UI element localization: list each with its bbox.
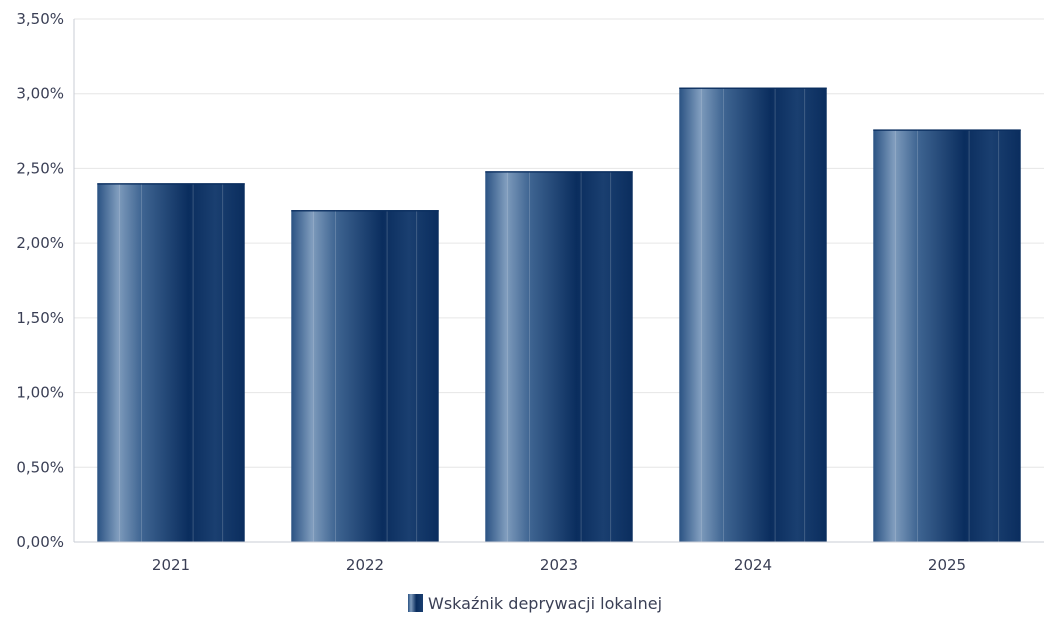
bar-fill <box>97 183 245 542</box>
bar-2021[interactable] <box>97 183 245 542</box>
x-tick-label: 2025 <box>928 556 966 574</box>
bar-2025[interactable] <box>873 129 1021 542</box>
axes: 0,00% 0,50% 1,00% 1,50% 2,00% 2,50% 3,00% 3,50%… <box>16 10 1044 574</box>
y-tick-label: 3,00% <box>16 85 64 103</box>
y-tick-label: 1,00% <box>16 384 64 402</box>
bar-fill <box>291 210 439 543</box>
y-tick-label: 0,00% <box>16 533 64 551</box>
legend-label: Wskaźnik deprywacji lokalnej <box>428 594 662 613</box>
x-tick-label: 2021 <box>152 556 190 574</box>
bar-2022[interactable] <box>291 210 439 543</box>
y-tick-label: 2,50% <box>16 159 64 177</box>
bars <box>97 87 1021 543</box>
bar-fill <box>485 171 633 542</box>
y-tick-label: 0,50% <box>16 458 64 476</box>
bar-2024[interactable] <box>679 87 827 542</box>
y-tick-label: 2,00% <box>16 234 64 252</box>
y-tick-label: 1,50% <box>16 309 64 327</box>
y-tick-label: 3,50% <box>16 10 64 28</box>
x-tick-label: 2022 <box>346 556 384 574</box>
legend-swatch <box>408 594 423 612</box>
legend[interactable]: Wskaźnik deprywacji lokalnej <box>408 594 662 613</box>
bar-2023[interactable] <box>485 171 633 542</box>
x-tick-label: 2024 <box>734 556 772 574</box>
x-tick-label: 2023 <box>540 556 578 574</box>
bar-fill <box>679 87 827 542</box>
bar-fill <box>873 129 1021 542</box>
